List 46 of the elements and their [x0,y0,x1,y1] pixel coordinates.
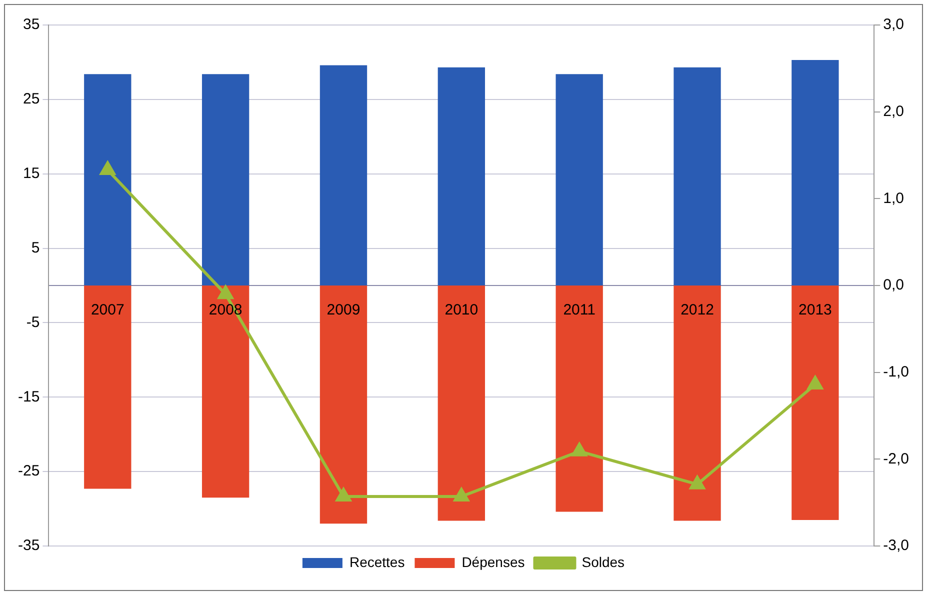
bar [556,286,603,512]
legend-label: Dépenses [462,554,525,570]
x-tick-label: 2007 [90,302,124,319]
point [100,162,116,176]
bar [792,286,839,520]
y2-tick-label: 3,0 [883,16,904,34]
x-tick-label: 2011 [563,302,596,319]
y2-tick-label: 2,0 [883,102,904,120]
legend-label: Soldes [582,554,625,570]
bar [556,74,603,286]
point [808,376,823,390]
point [454,488,469,502]
y2-tick-label: -2,0 [883,450,910,468]
y-tick-label: -15 [18,388,40,406]
point [218,286,234,300]
bar [202,286,250,498]
y2-tick-label: 0,0 [883,276,904,294]
bar [320,286,368,524]
x-tick-label: 2013 [798,302,832,319]
bar [674,286,721,521]
bar [84,286,132,489]
bar [84,74,132,286]
y-tick-label: -5 [26,314,40,331]
x-tick-label: 2012 [680,302,714,319]
y2-tick-label: -1,0 [883,363,910,380]
y-tick-label: 35 [22,16,40,34]
y-tick-label: 25 [22,90,40,108]
x-tick-label: 2010 [444,302,478,319]
y-tick-label: 15 [22,165,40,182]
bar [438,67,485,286]
y-tick-label: 5 [31,239,40,256]
bar [202,74,250,286]
point [572,442,587,456]
y2-tick-label: 1,0 [883,190,904,207]
point [690,476,705,490]
y-tick-label: -35 [18,537,40,554]
bar [674,67,721,286]
y2-tick-label: -3,0 [883,537,910,554]
x-tick-label: 2008 [208,302,242,319]
bar [320,65,368,286]
bar [792,60,839,286]
point [336,488,352,502]
legend-label: Recettes [349,554,405,570]
y-tick-label: -25 [18,462,40,480]
bar [438,286,485,521]
x-tick-label: 2009 [326,302,360,319]
